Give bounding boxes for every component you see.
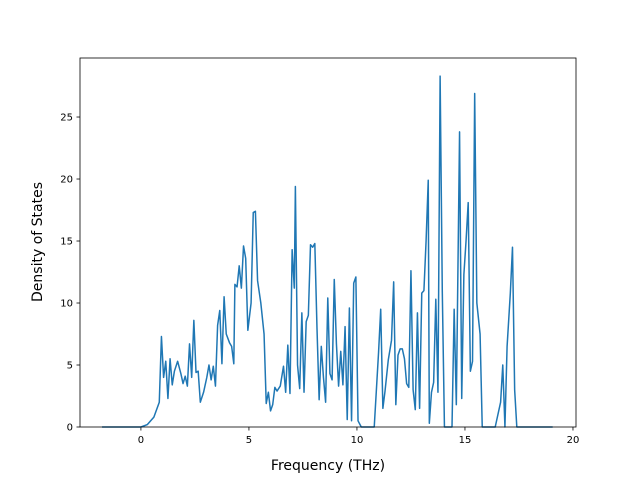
x-tick-label: 10: [351, 435, 364, 446]
x-tick-label: 20: [567, 435, 580, 446]
x-tick-label: 15: [459, 435, 472, 446]
y-tick-label: 5: [67, 361, 73, 372]
y-axis-label: Density of States: [30, 182, 46, 302]
y-tick-label: 10: [60, 299, 73, 310]
dos-line: [102, 75, 553, 428]
y-tick-label: 15: [60, 237, 73, 248]
y-tick-label: 0: [67, 423, 73, 434]
y-tick-label: 25: [60, 113, 73, 124]
x-axis-label: Frequency (THz): [271, 458, 385, 474]
y-tick-label: 20: [60, 175, 73, 186]
x-tick-label: 0: [138, 435, 144, 446]
x-tick-label: 5: [246, 435, 252, 446]
plot-frame: [79, 57, 577, 428]
